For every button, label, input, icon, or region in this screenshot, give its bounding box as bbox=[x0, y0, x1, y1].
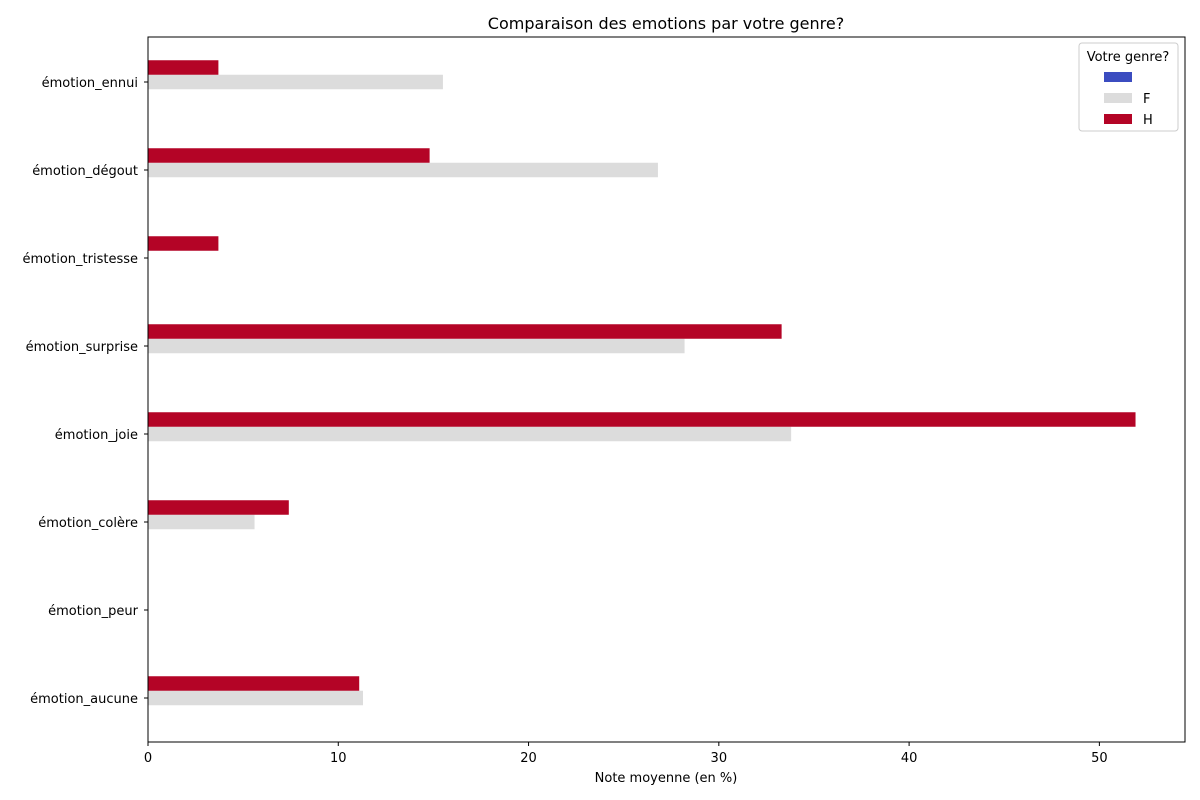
legend-items: FH bbox=[1104, 72, 1153, 128]
y-tick-label: émotion_aucune bbox=[30, 692, 138, 707]
bar-f-0 bbox=[148, 74, 443, 90]
y-tick-label: émotion_joie bbox=[55, 428, 138, 443]
bar-h-0 bbox=[148, 60, 219, 75]
x-tick-label: 30 bbox=[711, 751, 728, 766]
bar-h-3 bbox=[148, 324, 782, 339]
bar-f-4 bbox=[148, 426, 792, 442]
x-axis: 0 10 20 30 40 50 bbox=[144, 742, 1108, 766]
y-tick-label: émotion_colère bbox=[38, 516, 138, 531]
bar-h-7 bbox=[148, 676, 360, 691]
bar-h-5 bbox=[148, 500, 289, 515]
legend-label: F bbox=[1143, 92, 1150, 107]
bar-h-1 bbox=[148, 148, 430, 163]
bar-h-4 bbox=[148, 412, 1136, 427]
plot-frame bbox=[147, 36, 1186, 743]
legend: Votre genre? FH bbox=[1078, 42, 1179, 132]
y-tick-label: émotion_peur bbox=[48, 604, 139, 619]
x-tick-label: 50 bbox=[1091, 751, 1108, 766]
bar-f-1 bbox=[148, 162, 658, 178]
x-tick-label: 20 bbox=[520, 751, 537, 766]
bar-h-2 bbox=[148, 236, 219, 251]
y-tick-label: émotion_dégout bbox=[32, 164, 138, 179]
legend-title: Votre genre? bbox=[1087, 50, 1170, 65]
legend-swatch bbox=[1104, 93, 1132, 103]
x-axis-label: Note moyenne (en %) bbox=[595, 771, 738, 786]
x-tick-label: 0 bbox=[144, 751, 152, 766]
y-tick-label: émotion_surprise bbox=[26, 340, 138, 355]
y-tick-label: émotion_ennui bbox=[42, 76, 138, 91]
bar-f-5 bbox=[148, 514, 255, 530]
y-tick-label: émotion_tristesse bbox=[23, 252, 138, 267]
bars-layer bbox=[148, 60, 1136, 706]
legend-swatch bbox=[1104, 114, 1132, 124]
legend-box bbox=[1078, 42, 1179, 132]
y-axis: émotion_ennui émotion_dégout émotion_trist… bbox=[23, 76, 148, 707]
bar-f-7 bbox=[148, 690, 364, 706]
legend-label: H bbox=[1143, 113, 1153, 128]
chart-title: Comparaison des emotions par votre genre… bbox=[488, 14, 844, 33]
bar-f-3 bbox=[148, 338, 685, 354]
legend-swatch bbox=[1104, 72, 1132, 82]
x-tick-label: 40 bbox=[901, 751, 918, 766]
x-tick-label: 10 bbox=[330, 751, 347, 766]
